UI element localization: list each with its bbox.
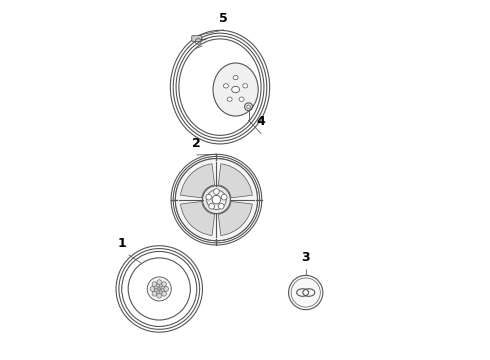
Circle shape xyxy=(161,286,164,289)
Circle shape xyxy=(161,289,164,292)
Circle shape xyxy=(157,293,162,298)
Circle shape xyxy=(164,287,169,291)
Circle shape xyxy=(212,195,220,204)
Text: 4: 4 xyxy=(257,115,266,128)
Circle shape xyxy=(209,203,215,209)
Circle shape xyxy=(150,287,155,291)
Circle shape xyxy=(156,291,159,294)
Circle shape xyxy=(152,291,157,296)
Ellipse shape xyxy=(243,84,248,88)
Circle shape xyxy=(206,194,212,200)
Circle shape xyxy=(221,194,227,200)
Ellipse shape xyxy=(239,97,244,101)
Circle shape xyxy=(154,286,157,289)
Wedge shape xyxy=(180,202,215,235)
Circle shape xyxy=(207,190,226,210)
Ellipse shape xyxy=(227,97,232,101)
FancyBboxPatch shape xyxy=(192,36,202,41)
Circle shape xyxy=(175,158,258,241)
Circle shape xyxy=(159,291,162,294)
Wedge shape xyxy=(218,202,252,235)
Circle shape xyxy=(219,203,224,209)
Ellipse shape xyxy=(232,86,240,93)
Ellipse shape xyxy=(213,63,258,116)
Text: 1: 1 xyxy=(118,237,126,249)
Circle shape xyxy=(156,284,159,287)
Circle shape xyxy=(154,289,157,292)
Wedge shape xyxy=(218,164,252,198)
Circle shape xyxy=(157,280,162,285)
Ellipse shape xyxy=(233,76,238,80)
Wedge shape xyxy=(180,164,215,198)
Circle shape xyxy=(152,282,157,287)
Circle shape xyxy=(214,189,220,194)
Circle shape xyxy=(202,186,230,213)
Text: 3: 3 xyxy=(301,251,310,264)
Circle shape xyxy=(159,284,162,287)
Text: 5: 5 xyxy=(219,12,228,24)
Ellipse shape xyxy=(223,84,228,88)
Circle shape xyxy=(162,291,167,296)
Circle shape xyxy=(147,277,172,301)
Circle shape xyxy=(158,287,161,291)
Circle shape xyxy=(162,282,167,287)
Text: 2: 2 xyxy=(193,137,201,150)
Circle shape xyxy=(289,275,323,310)
